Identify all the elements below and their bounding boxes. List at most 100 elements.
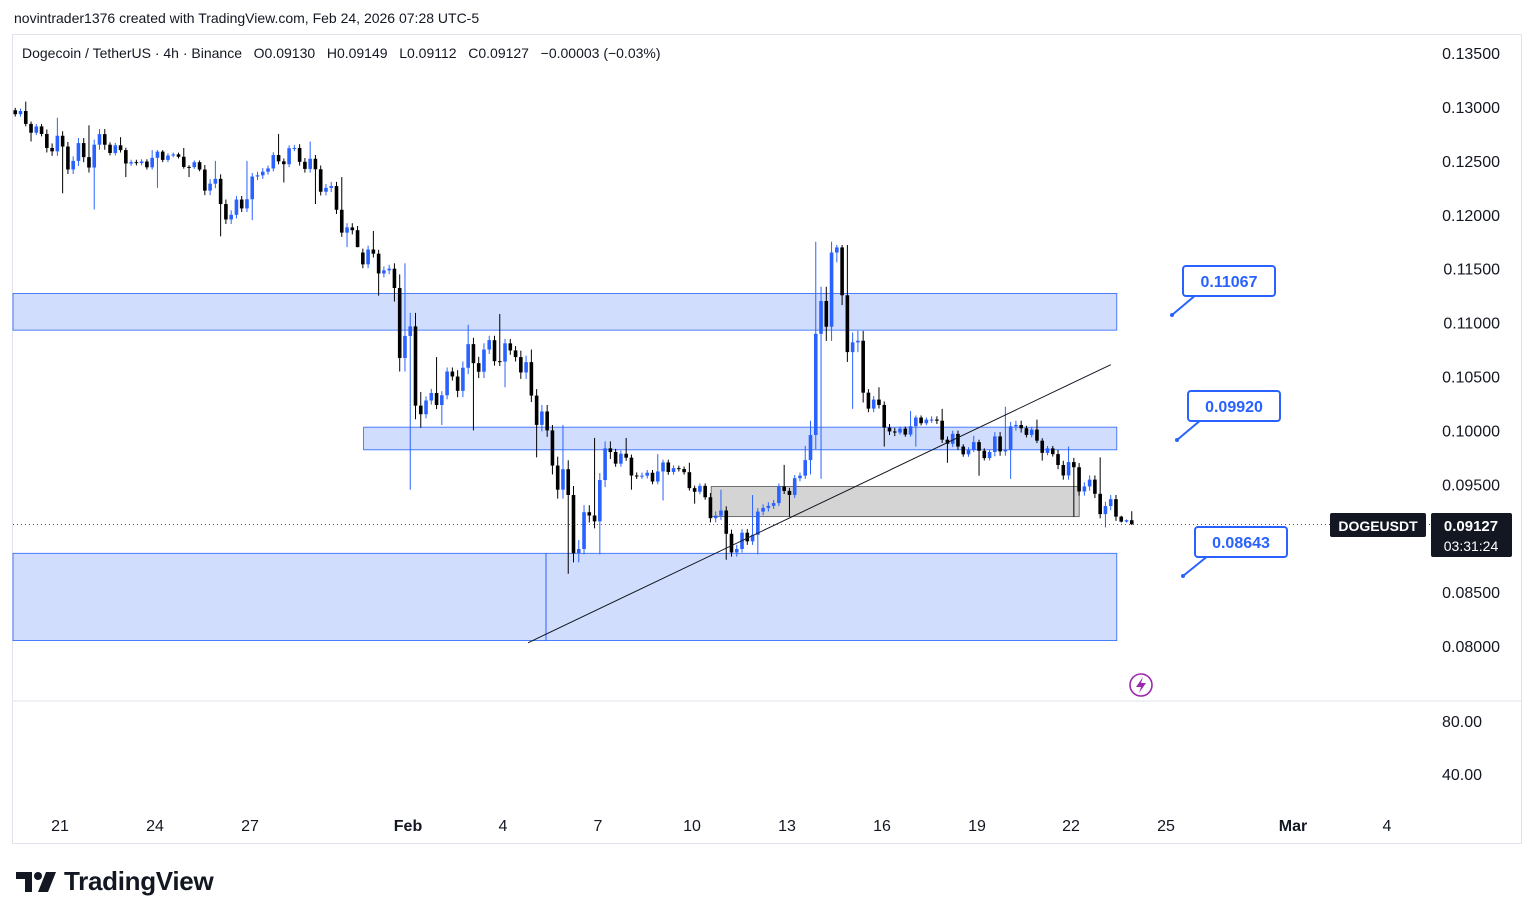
candle-body bbox=[555, 465, 560, 490]
candle-body bbox=[155, 151, 160, 158]
candle-body bbox=[455, 376, 460, 391]
candle-body bbox=[650, 472, 655, 482]
last-price-tag-bg bbox=[1431, 513, 1512, 557]
candle-body bbox=[898, 428, 902, 433]
candle-body bbox=[208, 183, 212, 191]
candle-body bbox=[529, 362, 534, 396]
candle-body bbox=[1077, 467, 1081, 492]
candle-body bbox=[624, 453, 628, 458]
candle-body bbox=[308, 158, 312, 169]
candle-body bbox=[634, 475, 639, 477]
candle-body bbox=[1093, 479, 1097, 494]
support-resistance-zone[interactable] bbox=[363, 426, 1118, 451]
candle-body bbox=[956, 433, 960, 447]
candle-body bbox=[203, 169, 207, 191]
candle-body bbox=[318, 169, 323, 192]
candle-body bbox=[276, 155, 281, 162]
candle-body bbox=[118, 145, 123, 151]
candle-body bbox=[476, 363, 481, 372]
candle-body bbox=[160, 151, 165, 160]
candle-body bbox=[39, 126, 44, 134]
candle-body bbox=[766, 505, 771, 508]
candle-body bbox=[387, 268, 391, 271]
candle-body bbox=[782, 486, 786, 491]
candle-body bbox=[592, 515, 597, 522]
candle-body bbox=[929, 419, 934, 421]
time-axis: 21 24 27 Feb 4 7 10 13 16 19 22 25 Mar 4 bbox=[51, 818, 1391, 835]
price-callout[interactable]: 0.09920 bbox=[1175, 390, 1281, 442]
candle-body bbox=[171, 154, 176, 156]
candle-body bbox=[376, 253, 381, 274]
candle-body bbox=[850, 342, 855, 353]
support-resistance-zone[interactable] bbox=[12, 293, 1118, 331]
candle-body bbox=[845, 295, 850, 353]
candle-body bbox=[18, 111, 23, 115]
candle-body bbox=[661, 462, 665, 472]
candle-body bbox=[1040, 440, 1045, 453]
candle-body bbox=[861, 340, 865, 393]
candle-body bbox=[1066, 462, 1071, 476]
price-tick-label: 0.08500 bbox=[1442, 585, 1500, 602]
candle-body bbox=[734, 548, 739, 553]
callout-box bbox=[1182, 265, 1276, 297]
price-tick-label: 0.10000 bbox=[1442, 423, 1500, 440]
ohlc-legend: Dogecoin / TetherUS · 4h · Binance O0.09… bbox=[22, 45, 661, 61]
price-callout[interactable]: 0.08643 bbox=[1181, 526, 1288, 578]
price-tick-label: 0.08000 bbox=[1442, 639, 1500, 656]
candle-body bbox=[640, 475, 644, 477]
candle-body bbox=[255, 175, 260, 177]
time-tick-label: 22 bbox=[1062, 818, 1080, 835]
candle-body bbox=[339, 209, 344, 233]
candle-body bbox=[29, 123, 33, 133]
legend-change: −0.00003 (−0.03%) bbox=[540, 45, 661, 61]
consolidation-zone[interactable] bbox=[710, 486, 1080, 518]
price-tick-label: 0.09500 bbox=[1442, 477, 1500, 494]
candle-body bbox=[829, 252, 834, 327]
candle-body bbox=[297, 147, 302, 162]
time-tick-label: 10 bbox=[683, 818, 701, 835]
candle-body bbox=[13, 110, 18, 115]
candle-body bbox=[229, 214, 233, 220]
trendline[interactable] bbox=[527, 364, 1112, 644]
candle-body bbox=[803, 460, 808, 476]
candle-body bbox=[692, 488, 697, 492]
candle-body bbox=[440, 395, 444, 406]
tradingview-brand[interactable]: TradingView bbox=[16, 866, 214, 897]
lightning-icon[interactable] bbox=[1129, 673, 1153, 697]
price-callout[interactable]: 0.11067 bbox=[1170, 265, 1276, 317]
candle-body bbox=[777, 486, 781, 504]
candle-body bbox=[1082, 486, 1087, 492]
candle-body bbox=[471, 344, 476, 364]
price-tick-label: 0.11500 bbox=[1443, 262, 1500, 279]
time-tick-label: 16 bbox=[873, 818, 891, 835]
candle-body bbox=[698, 485, 702, 492]
candle-body bbox=[619, 453, 623, 464]
candle-body bbox=[1029, 429, 1034, 435]
candle-body bbox=[745, 532, 750, 542]
candle-body bbox=[392, 268, 397, 288]
candle-body bbox=[787, 490, 792, 495]
tradingview-logo-icon bbox=[16, 871, 56, 892]
candle-body bbox=[113, 145, 118, 154]
candle-body bbox=[1124, 520, 1129, 522]
candle-body bbox=[750, 534, 755, 542]
candle-body bbox=[81, 143, 86, 158]
candle-body bbox=[566, 469, 571, 495]
candle-body bbox=[434, 392, 439, 406]
legend-close: C0.09127 bbox=[468, 45, 529, 61]
candle-body bbox=[534, 395, 539, 425]
candle-body bbox=[34, 126, 39, 133]
candle-body bbox=[292, 147, 297, 149]
candle-body bbox=[977, 442, 981, 451]
candle-body bbox=[176, 154, 181, 157]
candle-body bbox=[1008, 426, 1013, 450]
candle-body bbox=[666, 462, 671, 472]
candle-body bbox=[355, 230, 360, 248]
price-tick-label: 0.13000 bbox=[1442, 100, 1500, 117]
callout-label: 0.11067 bbox=[1201, 274, 1258, 291]
support-resistance-zone[interactable] bbox=[12, 552, 1118, 642]
time-tick-label: 7 bbox=[594, 818, 603, 835]
candle-body bbox=[908, 426, 913, 435]
time-tick-label: 25 bbox=[1157, 818, 1175, 835]
